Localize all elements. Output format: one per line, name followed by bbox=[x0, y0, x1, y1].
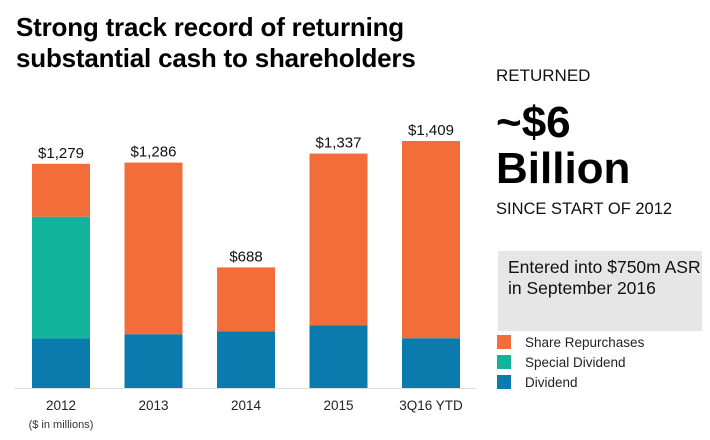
x-tick-label: 3Q16 YTD bbox=[399, 398, 463, 413]
x-tick-label: 2015 bbox=[323, 398, 353, 413]
bar-segment-dividend bbox=[402, 338, 460, 388]
title-line-1: Strong track record of returning bbox=[16, 12, 404, 42]
returned-amount: ~$6 bbox=[496, 98, 571, 147]
legend-swatch-dividend bbox=[497, 375, 511, 389]
legend-label: Dividend bbox=[525, 374, 578, 390]
legend-swatch-share-repurchases bbox=[497, 335, 511, 349]
legend-item-special-dividend: Special Dividend bbox=[497, 352, 644, 372]
asr-note-box: Entered into $750m ASR in September 2016 bbox=[498, 251, 702, 331]
bar-segment-dividend bbox=[32, 338, 90, 388]
legend: Share Repurchases Special Dividend Divid… bbox=[497, 332, 644, 392]
legend-swatch-special-dividend bbox=[497, 355, 511, 369]
bar-total-label: $1,279 bbox=[38, 145, 84, 162]
bar-segment-special-dividend bbox=[32, 216, 90, 339]
stacked-bar-chart: $1,279 2012 $1,286 2013 $688 2014 $1,337 2015 $1… bbox=[14, 122, 476, 431]
bar-total-label: $688 bbox=[229, 248, 262, 265]
x-tick-label: 2013 bbox=[138, 398, 168, 413]
unit-note: ($ in millions) bbox=[29, 419, 94, 431]
page-title: Strong track record of returning substan… bbox=[16, 12, 416, 74]
bar-segment-share-repurchases bbox=[32, 163, 90, 217]
bar-total-label: $1,409 bbox=[408, 122, 454, 139]
title-line-2: substantial cash to shareholders bbox=[16, 43, 416, 73]
bar-segment-share-repurchases bbox=[309, 153, 368, 326]
returned-unit: Billion bbox=[496, 144, 631, 193]
since-label: SINCE START OF 2012 bbox=[496, 200, 673, 218]
bar-segment-share-repurchases bbox=[124, 162, 183, 335]
bar-total-label: $1,337 bbox=[316, 135, 362, 152]
bar-segment-dividend bbox=[217, 331, 275, 388]
x-tick-label: 2014 bbox=[231, 398, 262, 413]
bar-segment-share-repurchases bbox=[217, 267, 275, 332]
bar-segment-share-repurchases bbox=[402, 141, 460, 339]
bar-segment-dividend bbox=[309, 325, 368, 388]
bar-segment-dividend bbox=[124, 334, 183, 388]
asr-note-text: Entered into $750m ASR in September 2016 bbox=[508, 257, 701, 298]
legend-item-dividend: Dividend bbox=[497, 372, 644, 392]
legend-label: Special Dividend bbox=[525, 354, 626, 370]
x-tick-label: 2012 bbox=[46, 398, 76, 413]
returned-label: RETURNED bbox=[496, 66, 591, 85]
bar-total-label: $1,286 bbox=[131, 144, 177, 161]
legend-label: Share Repurchases bbox=[525, 334, 645, 350]
legend-item-share-repurchases: Share Repurchases bbox=[497, 332, 644, 352]
